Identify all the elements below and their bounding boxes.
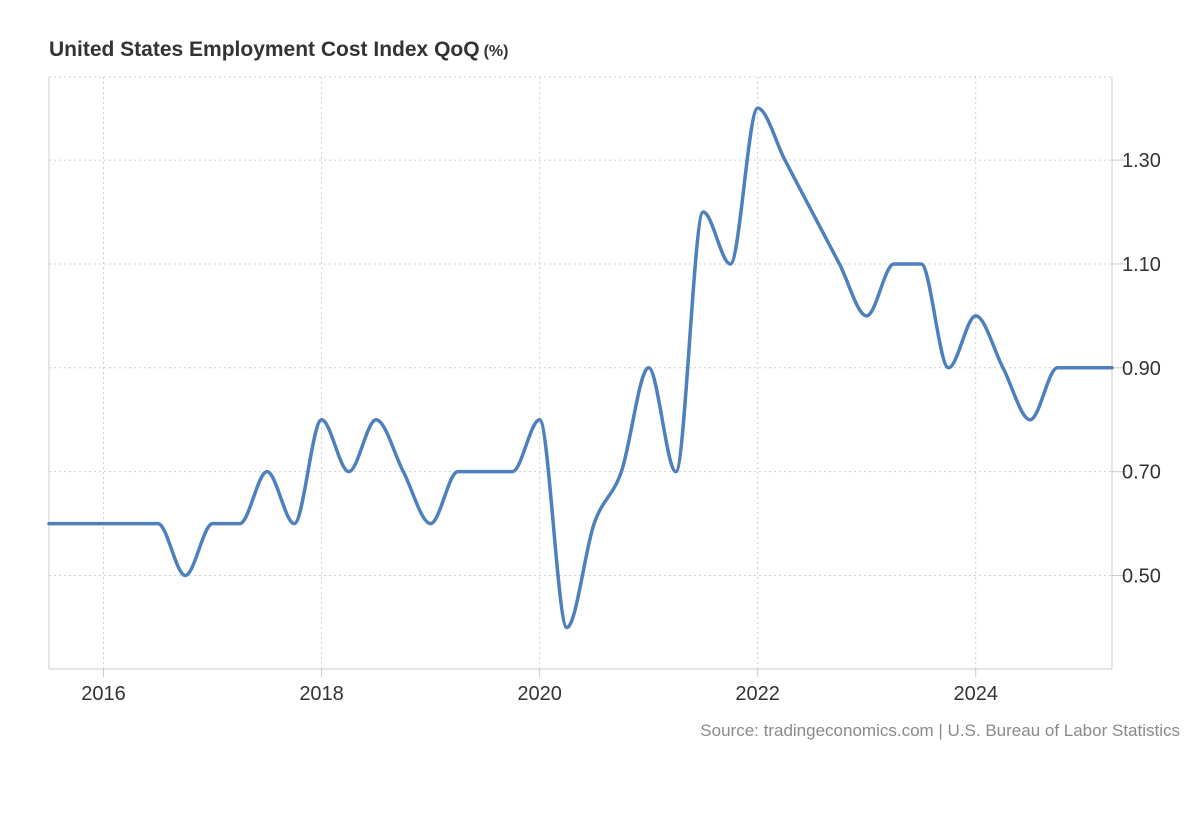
chart-title: United States Employment Cost Index QoQ(…: [49, 38, 508, 62]
source-note: Source: tradingeconomics.com | U.S. Bure…: [700, 721, 1180, 740]
axes: [48, 77, 1126, 677]
series-group: [47, 106, 1114, 630]
y-tick-label: 0.90: [1122, 358, 1161, 380]
y-tick-label: 0.70: [1122, 462, 1161, 484]
x-tick-label: 2016: [81, 683, 126, 705]
x-tick-label: 2024: [953, 683, 998, 705]
chart-unit-label: (%): [483, 43, 509, 60]
y-tick-label: 1.30: [1122, 150, 1161, 172]
series-line: [47, 106, 1114, 630]
grid-lines: [49, 76, 1112, 669]
x-tick-label: 2022: [735, 683, 780, 705]
y-tick-label: 1.10: [1122, 254, 1161, 276]
chart-title-text: United States Employment Cost Index QoQ: [49, 38, 480, 61]
x-tick-label: 2018: [299, 683, 344, 705]
tick-labels: 0.50 0.70 0.90 1.10 1.30 2016 2018 2020 2022 2024: [81, 150, 1161, 705]
y-tick-label: 0.50: [1122, 566, 1161, 588]
x-tick-label: 2020: [517, 683, 562, 705]
